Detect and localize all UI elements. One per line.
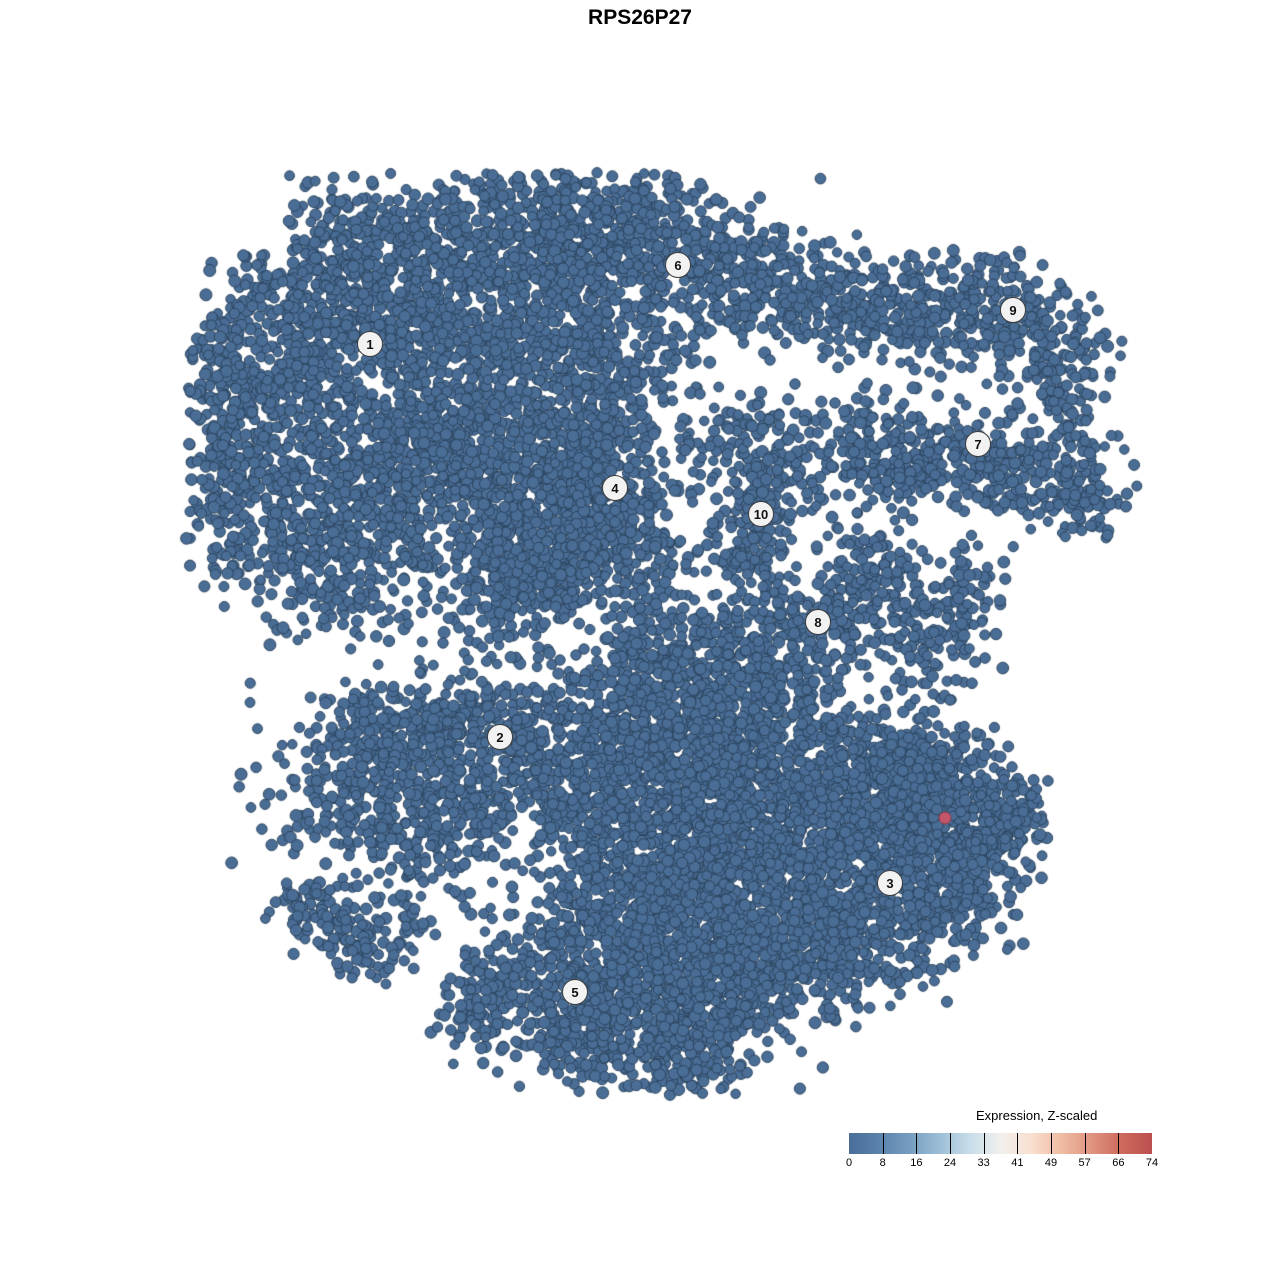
cluster-label-8: 8 <box>805 609 831 635</box>
legend-tick-label: 49 <box>1044 1157 1058 1169</box>
cluster-label-3: 3 <box>877 870 903 896</box>
cluster-label-1: 1 <box>357 331 383 357</box>
legend-tick <box>916 1133 918 1154</box>
legend-tick-label: 8 <box>879 1157 886 1169</box>
legend-title: Expression, Z-scaled <box>976 1108 1098 1123</box>
legend-tick-label: 16 <box>910 1157 923 1169</box>
cluster-label-7: 7 <box>965 431 991 457</box>
legend-tick-label: 0 <box>845 1157 853 1169</box>
legend-tick-label: 41 <box>1011 1157 1024 1169</box>
legend-tick-label: 74 <box>1145 1157 1159 1169</box>
chart-title: RPS26P27 <box>588 6 692 29</box>
legend-tick-label: 33 <box>977 1157 990 1169</box>
legend-tick <box>950 1133 951 1154</box>
legend-tick <box>983 1133 985 1154</box>
legend-tick <box>882 1133 884 1154</box>
cluster-label-2: 2 <box>487 724 513 750</box>
legend-tick <box>1017 1133 1019 1154</box>
cluster-label-9: 9 <box>1000 297 1026 323</box>
cluster-label-6: 6 <box>665 252 691 278</box>
legend-tick-label: 24 <box>943 1157 957 1169</box>
legend-tick-label: 66 <box>1112 1157 1125 1169</box>
legend-tick <box>1118 1133 1120 1154</box>
legend-tick <box>1084 1133 1086 1154</box>
cluster-label-10: 10 <box>748 501 774 527</box>
legend-tick-label: 57 <box>1078 1157 1091 1169</box>
cluster-label-4: 4 <box>602 475 628 501</box>
legend-gradient-bar <box>849 1133 1152 1154</box>
cluster-label-5: 5 <box>562 979 588 1005</box>
legend-tick <box>1051 1133 1052 1154</box>
